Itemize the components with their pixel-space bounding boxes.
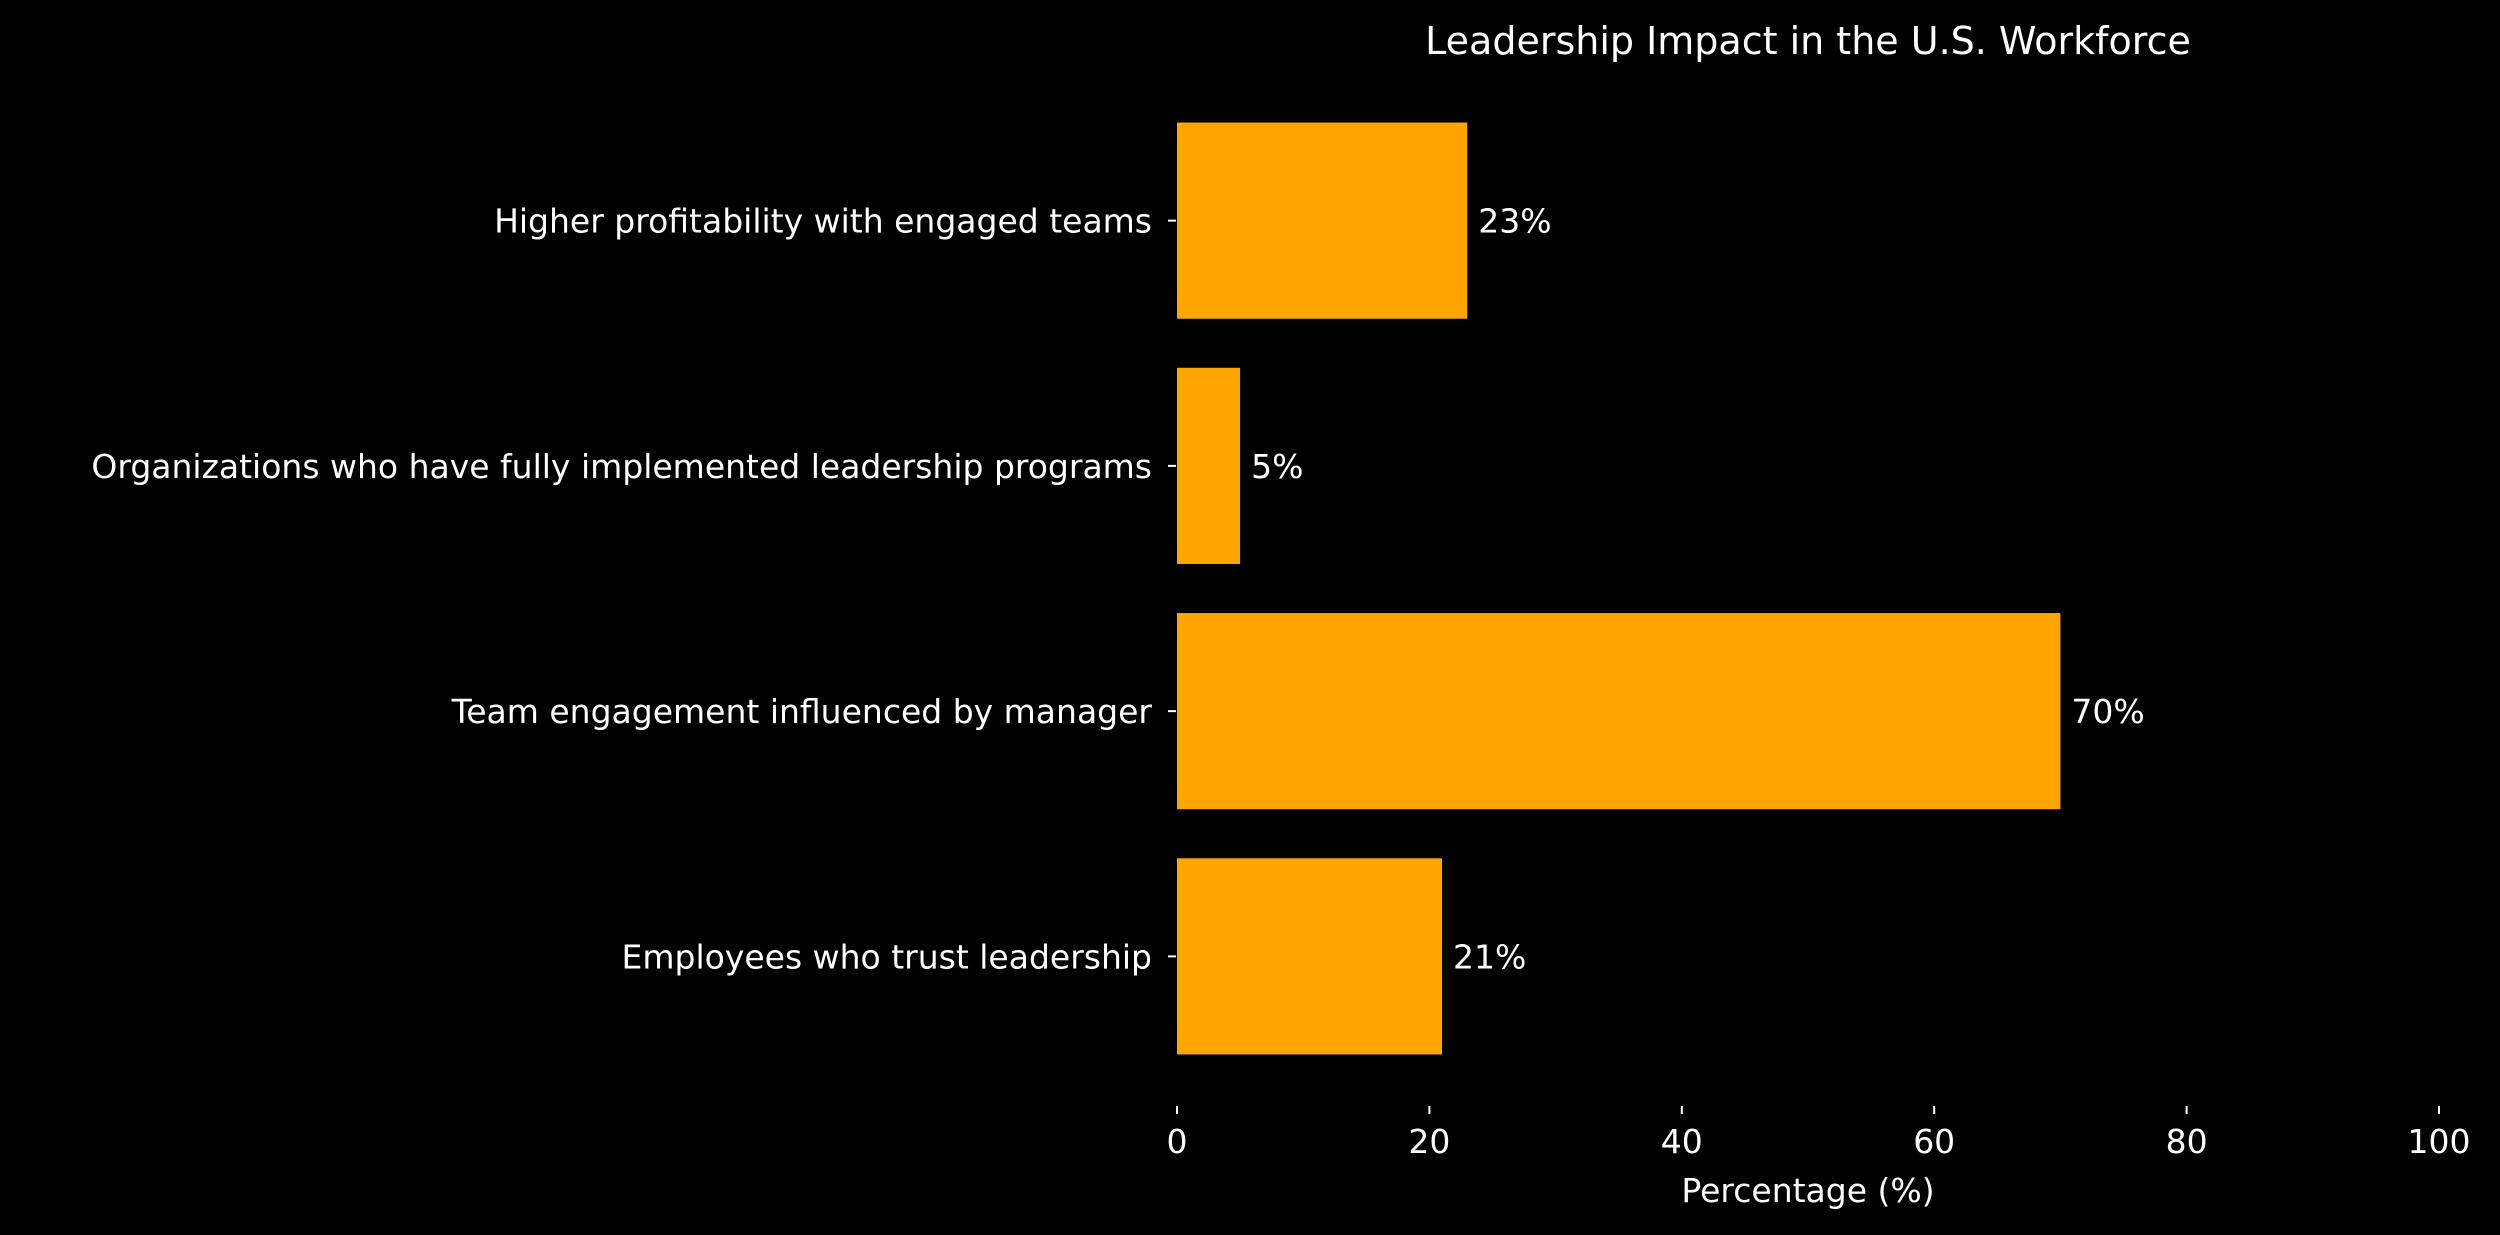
x-axis-ticks: 0 20 40 60 80 100: [1167, 1106, 2471, 1161]
x-tick-label: 0: [1167, 1122, 1188, 1161]
chart-title: Leadership Impact in the U.S. Workforce: [1425, 19, 2191, 63]
bar: [1177, 613, 2061, 810]
x-tick-label: 100: [2408, 1122, 2471, 1161]
y-tick-label: Organizations who have fully implemented…: [91, 447, 1152, 486]
x-tick-label: 20: [1408, 1122, 1450, 1161]
data-label: 23%: [1478, 202, 1551, 241]
bar: [1177, 858, 1443, 1055]
category-labels: Employees who trust leadership Team engag…: [91, 202, 1176, 976]
data-label: 70%: [2071, 692, 2144, 731]
y-tick-label: Team engagement influenced by manager: [451, 692, 1153, 731]
y-tick-label: Higher profitability with engaged teams: [494, 202, 1152, 241]
bars-layer: 21% 70% 5% 23%: [1177, 122, 2145, 1055]
data-label: 21%: [1453, 937, 1526, 976]
y-tick-label: Employees who trust leadership: [622, 937, 1152, 976]
x-tick-label: 40: [1661, 1122, 1703, 1161]
x-axis-label: Percentage (%): [1681, 1171, 1934, 1210]
x-tick-label: 60: [1913, 1122, 1955, 1161]
bar: [1177, 122, 1468, 319]
x-tick-label: 80: [2166, 1122, 2208, 1161]
data-label: 5%: [1251, 447, 1303, 486]
bar: [1177, 367, 1241, 564]
